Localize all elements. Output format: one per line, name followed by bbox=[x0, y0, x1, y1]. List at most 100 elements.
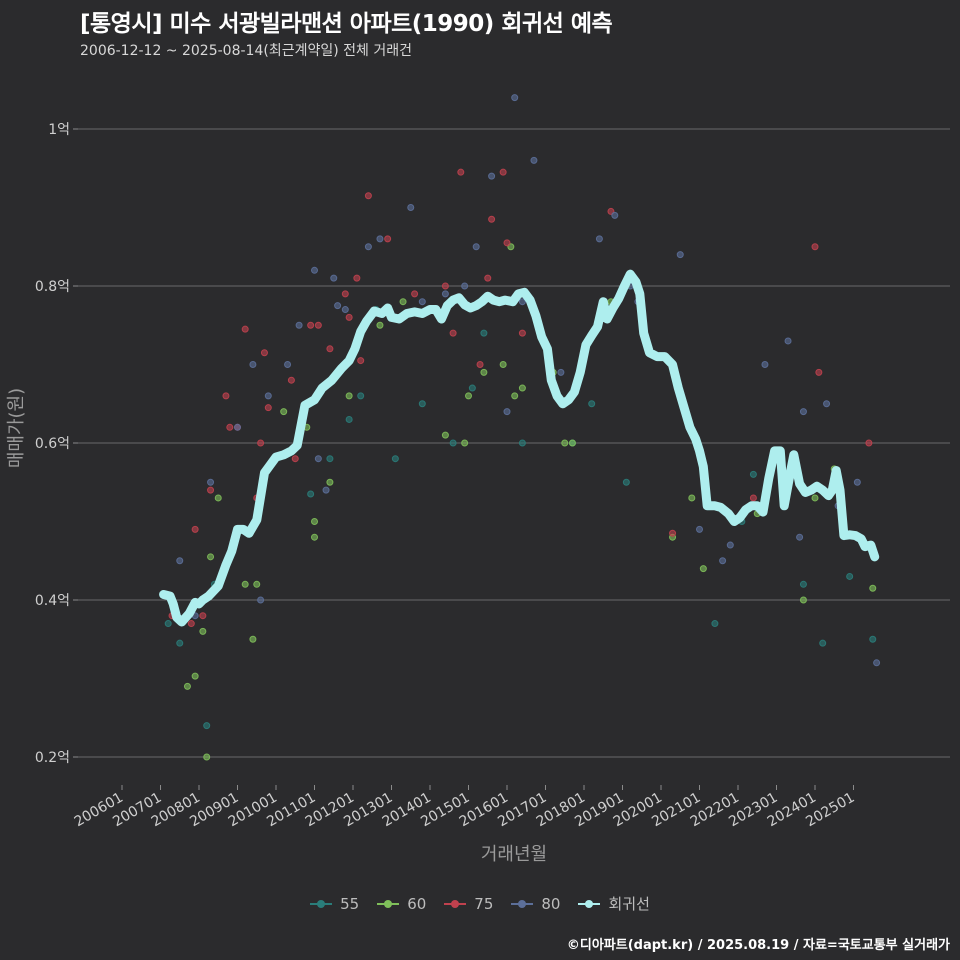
data-point-75 bbox=[441, 282, 449, 290]
footer-source: ©디아파트(dapt.kr) / 2025.08.19 / 자료=국토교통부 실… bbox=[566, 938, 950, 953]
data-point-75 bbox=[669, 529, 677, 537]
data-point-55 bbox=[588, 400, 596, 408]
data-point-80 bbox=[311, 266, 318, 274]
data-point-75 bbox=[222, 392, 230, 400]
data-point-55 bbox=[357, 392, 365, 400]
data-point-75 bbox=[457, 168, 465, 176]
data-point-55 bbox=[468, 384, 476, 392]
legend-point bbox=[585, 899, 594, 908]
data-point-60 bbox=[280, 408, 288, 416]
data-point-80 bbox=[234, 423, 241, 431]
legend-point bbox=[384, 899, 393, 908]
legend-item-80: 80 bbox=[511, 893, 560, 914]
y-axis-label: 매매가(원) bbox=[6, 388, 27, 468]
legend-key-icon bbox=[578, 897, 601, 911]
data-point-60 bbox=[345, 392, 353, 400]
data-point-75 bbox=[503, 239, 511, 247]
data-point-60 bbox=[465, 392, 472, 400]
data-point-80 bbox=[784, 337, 792, 345]
data-point-80 bbox=[719, 557, 727, 565]
data-point-55 bbox=[203, 722, 211, 730]
data-point-75 bbox=[307, 321, 315, 329]
data-point-55 bbox=[749, 470, 757, 478]
data-point-80 bbox=[314, 455, 322, 463]
data-point-75 bbox=[314, 321, 322, 329]
data-point-80 bbox=[530, 156, 538, 164]
legend-item-60: 60 bbox=[377, 893, 426, 914]
data-point-75 bbox=[811, 243, 819, 251]
data-point-55 bbox=[518, 439, 526, 447]
data-point-60 bbox=[688, 494, 696, 502]
data-point-75 bbox=[357, 357, 365, 365]
data-point-80 bbox=[696, 525, 703, 533]
data-point-55 bbox=[391, 455, 399, 463]
legend-label: 80 bbox=[541, 894, 561, 913]
data-point-80 bbox=[853, 478, 861, 486]
data-point-80 bbox=[364, 243, 372, 251]
legend-key-icon bbox=[511, 897, 534, 911]
data-point-80 bbox=[341, 306, 349, 314]
legend-point bbox=[451, 899, 460, 908]
data-point-60 bbox=[311, 518, 318, 525]
legend-key-icon bbox=[444, 897, 467, 911]
data-point-55 bbox=[418, 400, 426, 408]
data-point-80 bbox=[295, 321, 303, 329]
data-point-75 bbox=[476, 361, 484, 368]
data-point-60 bbox=[461, 439, 469, 447]
data-point-55 bbox=[869, 635, 877, 643]
data-point-60 bbox=[869, 584, 877, 592]
legend-label: 회귀선 bbox=[608, 895, 650, 913]
data-point-60 bbox=[203, 753, 211, 761]
data-point-75 bbox=[488, 215, 496, 223]
legend-label: 60 bbox=[407, 894, 427, 913]
data-point-60 bbox=[326, 478, 334, 486]
y-tick-label: 0.8억 bbox=[35, 279, 70, 295]
data-point-80 bbox=[322, 486, 330, 494]
chart-subtitle: 2006-12-12 ~ 2025-08-14(최근계약일) 전체 거래건 bbox=[80, 43, 412, 59]
data-point-80 bbox=[726, 541, 734, 549]
data-point-55 bbox=[326, 455, 334, 463]
data-point-80 bbox=[441, 290, 449, 298]
data-point-80 bbox=[595, 235, 603, 243]
data-point-75 bbox=[287, 376, 295, 384]
grid-lines bbox=[78, 128, 950, 758]
data-point-60 bbox=[441, 431, 449, 439]
data-point-55 bbox=[345, 415, 353, 423]
data-point-75 bbox=[341, 290, 349, 298]
data-point-60 bbox=[811, 494, 819, 502]
data-point-80 bbox=[264, 392, 272, 400]
data-point-60 bbox=[207, 553, 215, 561]
legend-item-75: 75 bbox=[444, 893, 493, 914]
data-point-60 bbox=[568, 439, 576, 447]
data-point-55 bbox=[307, 490, 315, 498]
x-axis-ticks: 2006012007012008012009012010012011012012… bbox=[72, 785, 858, 830]
y-tick-label: 0.6억 bbox=[35, 436, 70, 452]
data-point-75 bbox=[411, 290, 419, 298]
data-point-80 bbox=[249, 361, 257, 368]
data-point-60 bbox=[699, 565, 707, 573]
y-tick-label: 0.4억 bbox=[35, 593, 70, 609]
data-point-60 bbox=[311, 533, 318, 541]
data-point-80 bbox=[257, 596, 265, 604]
data-point-75 bbox=[499, 168, 507, 176]
data-point-60 bbox=[253, 580, 261, 588]
y-tick-label: 1억 bbox=[48, 122, 70, 138]
data-point-80 bbox=[676, 251, 684, 259]
data-point-80 bbox=[823, 400, 831, 408]
data-point-75 bbox=[353, 274, 361, 282]
data-point-75 bbox=[187, 620, 195, 628]
data-point-75 bbox=[260, 349, 268, 357]
data-point-80 bbox=[284, 361, 292, 368]
scatter-points bbox=[164, 94, 881, 761]
data-point-60 bbox=[480, 368, 488, 376]
data-point-75 bbox=[484, 274, 492, 282]
data-point-60 bbox=[199, 627, 207, 635]
data-point-80 bbox=[461, 282, 469, 290]
data-point-75 bbox=[257, 439, 265, 447]
data-point-60 bbox=[799, 596, 807, 604]
legend-label: 75 bbox=[474, 894, 494, 913]
data-point-80 bbox=[334, 302, 342, 310]
data-point-55 bbox=[164, 620, 172, 628]
data-point-75 bbox=[326, 345, 334, 353]
